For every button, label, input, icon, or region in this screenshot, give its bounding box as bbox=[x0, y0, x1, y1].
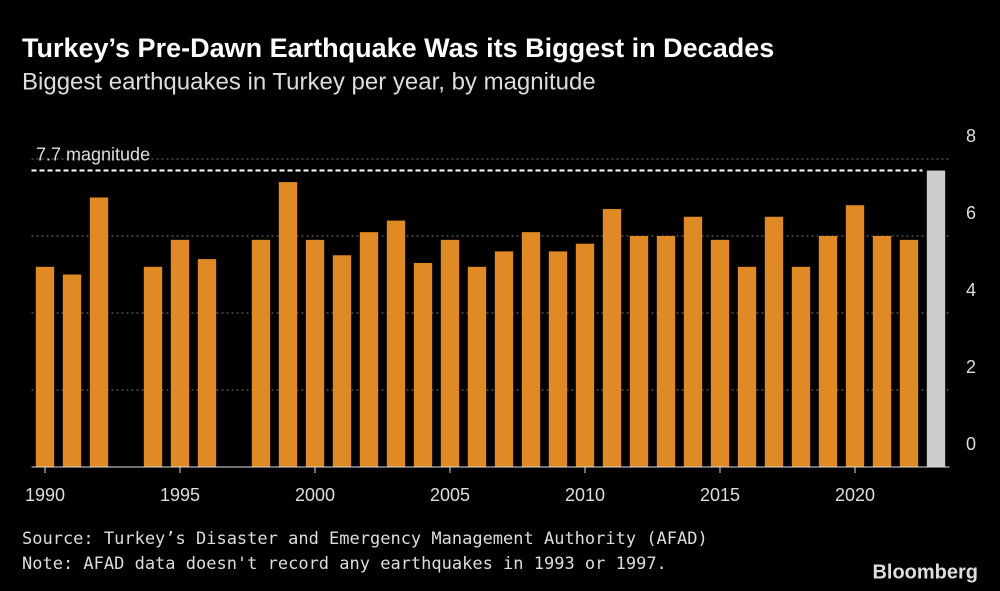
x-tick-label: 1990 bbox=[25, 485, 65, 505]
bar bbox=[62, 274, 82, 467]
bar bbox=[413, 262, 433, 467]
bar bbox=[602, 209, 622, 468]
x-tick-label: 2015 bbox=[700, 485, 740, 505]
bar bbox=[521, 232, 541, 467]
bar bbox=[629, 236, 649, 467]
bar bbox=[143, 266, 163, 467]
x-tick-label: 2020 bbox=[835, 485, 875, 505]
bar bbox=[548, 251, 568, 467]
bar bbox=[35, 266, 55, 467]
y-tick-label: 8 bbox=[966, 126, 976, 146]
bar bbox=[926, 170, 946, 468]
x-tick-label: 2005 bbox=[430, 485, 470, 505]
y-tick-label: 6 bbox=[966, 203, 976, 223]
x-tick-label: 2010 bbox=[565, 485, 605, 505]
bar bbox=[305, 239, 325, 467]
bar bbox=[170, 239, 190, 467]
x-tick-label: 2000 bbox=[295, 485, 335, 505]
bar bbox=[737, 266, 757, 467]
chart-subtitle: Biggest earthquakes in Turkey per year, … bbox=[22, 68, 596, 95]
bar bbox=[899, 239, 919, 467]
bar bbox=[89, 197, 109, 467]
y-tick-label: 2 bbox=[966, 357, 976, 377]
x-tick-label: 1995 bbox=[160, 485, 200, 505]
chart-title: Turkey’s Pre-Dawn Earthquake Was its Big… bbox=[22, 33, 774, 63]
bar bbox=[197, 259, 217, 467]
bar bbox=[872, 236, 892, 467]
source: Source: Turkey’s Disaster and Emergency … bbox=[22, 529, 708, 549]
y-tick-label: 0 bbox=[966, 434, 976, 454]
bar bbox=[359, 232, 379, 467]
bar bbox=[467, 266, 487, 467]
bar bbox=[278, 182, 298, 467]
bar bbox=[656, 236, 676, 467]
bar bbox=[575, 243, 595, 467]
brand: Bloomberg bbox=[872, 561, 978, 583]
bar bbox=[683, 216, 703, 467]
reference-label: 7.7 magnitude bbox=[36, 144, 150, 164]
y-tick-label: 4 bbox=[966, 280, 976, 300]
bar bbox=[251, 239, 271, 467]
bar bbox=[710, 239, 730, 467]
bar bbox=[818, 236, 838, 467]
bar bbox=[791, 266, 811, 467]
bar bbox=[494, 251, 514, 467]
bar bbox=[386, 220, 406, 467]
bar bbox=[845, 205, 865, 467]
bar bbox=[332, 255, 352, 467]
note: Note: AFAD data doesn't record any earth… bbox=[22, 554, 667, 574]
bar bbox=[764, 216, 784, 467]
bar bbox=[440, 239, 460, 467]
